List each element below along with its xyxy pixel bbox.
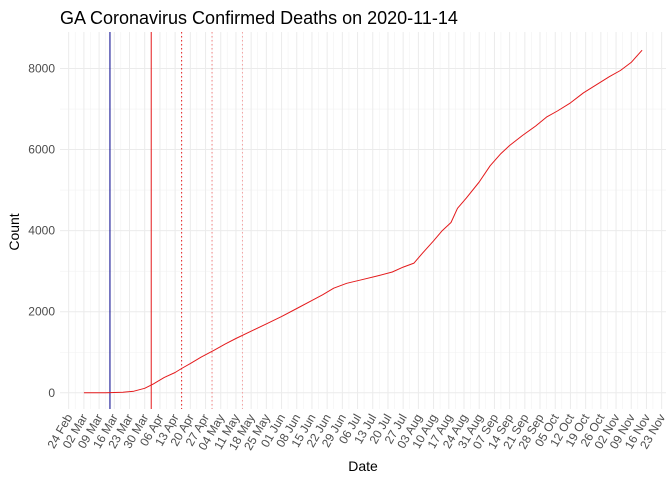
series-line <box>83 49 643 394</box>
y-tick-label: 6000 <box>28 143 55 157</box>
y-tick-label: 8000 <box>28 61 55 75</box>
chart-title: GA Coronavirus Confirmed Deaths on 2020-… <box>60 8 458 28</box>
vertical-markers <box>109 32 243 409</box>
y-tick-label: 0 <box>48 386 55 400</box>
x-axis-title: Date <box>348 458 378 474</box>
y-tick-label: 2000 <box>28 305 55 319</box>
series-layer <box>83 49 643 394</box>
y-axis-title: Count <box>6 213 22 250</box>
y-axis-ticks: 0 2000 4000 6000 8000 <box>28 61 55 399</box>
major-gridlines <box>60 32 666 409</box>
y-tick-label: 4000 <box>28 224 55 238</box>
